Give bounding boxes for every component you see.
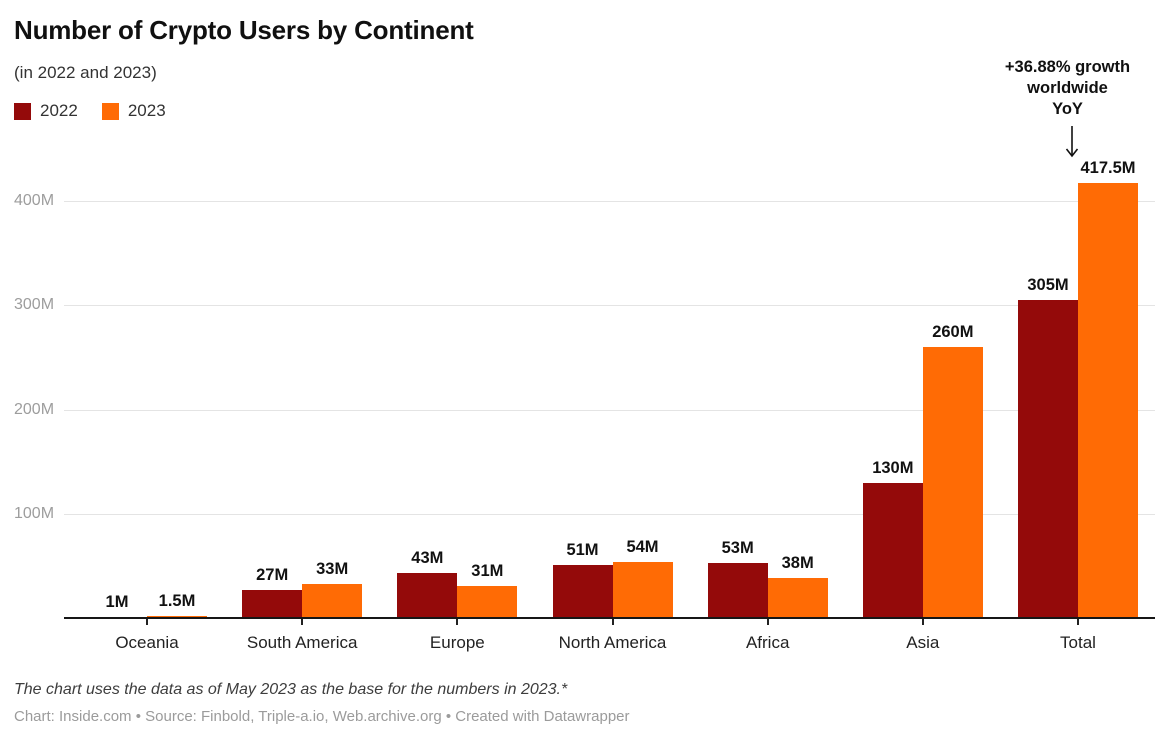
down-arrow-icon [1064,126,1080,165]
annotation-line: YoY [1052,100,1083,118]
legend-label: 2023 [127,101,166,120]
y-axis-label-200M: 200M [14,400,55,418]
y-axis-label-100M: 100M [14,504,55,522]
annotation-line: worldwide [1027,79,1108,97]
gridline-300M [64,305,1155,307]
bar-2023-asia [922,347,983,618]
category-label-north-america: North America [558,633,667,652]
x-axis-tick-asia [921,618,924,625]
value-label-2023-europe: 31M [471,562,504,580]
gridline-200M [64,409,1155,411]
value-label-2022-europe: 43M [411,549,444,567]
footer-credits: Chart: Inside.com • Source: Finbold, Tri… [14,708,630,725]
bar-2023-south-america [302,584,363,618]
value-label-2022-north-america: 51M [566,541,599,559]
category-label-south-america: South America [246,633,358,652]
x-axis-tick-africa [766,618,769,625]
value-label-2023-north-america: 54M [626,538,659,556]
bar-2022-total [1018,300,1079,618]
x-axis-line [64,617,1155,619]
bar-2022-asia [862,483,923,618]
bar-2023-africa [767,578,828,618]
category-label-oceania: Oceania [115,633,179,652]
chart-subtitle: (in 2022 and 2023) [14,63,157,82]
legend: 2022 2023 [14,101,166,121]
legend-label: 2022 [40,101,78,120]
legend-item-2022: 2022 [14,101,78,121]
value-label-2023-oceania: 1.5M [158,592,196,610]
value-label-2023-south-america: 33M [316,560,349,578]
x-axis-tick-total [1077,618,1080,625]
value-label-2023-asia: 260M [932,323,974,341]
value-label-2023-africa: 38M [781,554,814,572]
chart-title: Number of Crypto Users by Continent [14,15,474,45]
value-label-2022-oceania: 1M [105,593,129,611]
bar-2023-europe [457,586,518,618]
footer-note: The chart uses the data as of May 2023 a… [14,681,568,698]
category-label-africa: Africa [745,633,790,652]
gridline-400M [64,201,1155,203]
bar-2022-north-america [552,565,613,618]
y-axis-label-300M: 300M [14,296,55,314]
bar-2023-north-america [612,562,673,618]
y-axis-label-400M: 400M [14,192,55,210]
category-label-asia: Asia [906,633,940,652]
x-axis-tick-south-america [301,618,304,625]
value-label-2022-south-america: 27M [256,566,289,584]
legend-item-2023: 2023 [101,101,166,121]
category-label-total: Total [1060,633,1096,652]
bar-2023-total [1078,183,1139,618]
x-axis-tick-north-america [611,618,614,625]
legend-swatch-2022 [14,102,31,120]
value-label-2022-asia: 130M [872,459,914,477]
gridline-100M [64,513,1155,515]
bar-2022-europe [397,573,458,618]
x-axis-tick-oceania [146,618,148,625]
value-label-2022-total: 305M [1027,276,1069,294]
annotation-line: +36.88% growth [1004,58,1131,76]
growth-annotation: +36.88% growth worldwide YoY [985,57,1150,120]
value-label-2023-total: 417.5M [1080,159,1136,177]
legend-swatch-2023 [101,102,119,120]
category-label-europe: Europe [429,633,485,652]
value-label-2022-africa: 53M [721,539,754,557]
x-axis-tick-europe [456,618,459,625]
bar-2022-africa [707,563,768,618]
bar-2022-south-america [242,590,303,618]
